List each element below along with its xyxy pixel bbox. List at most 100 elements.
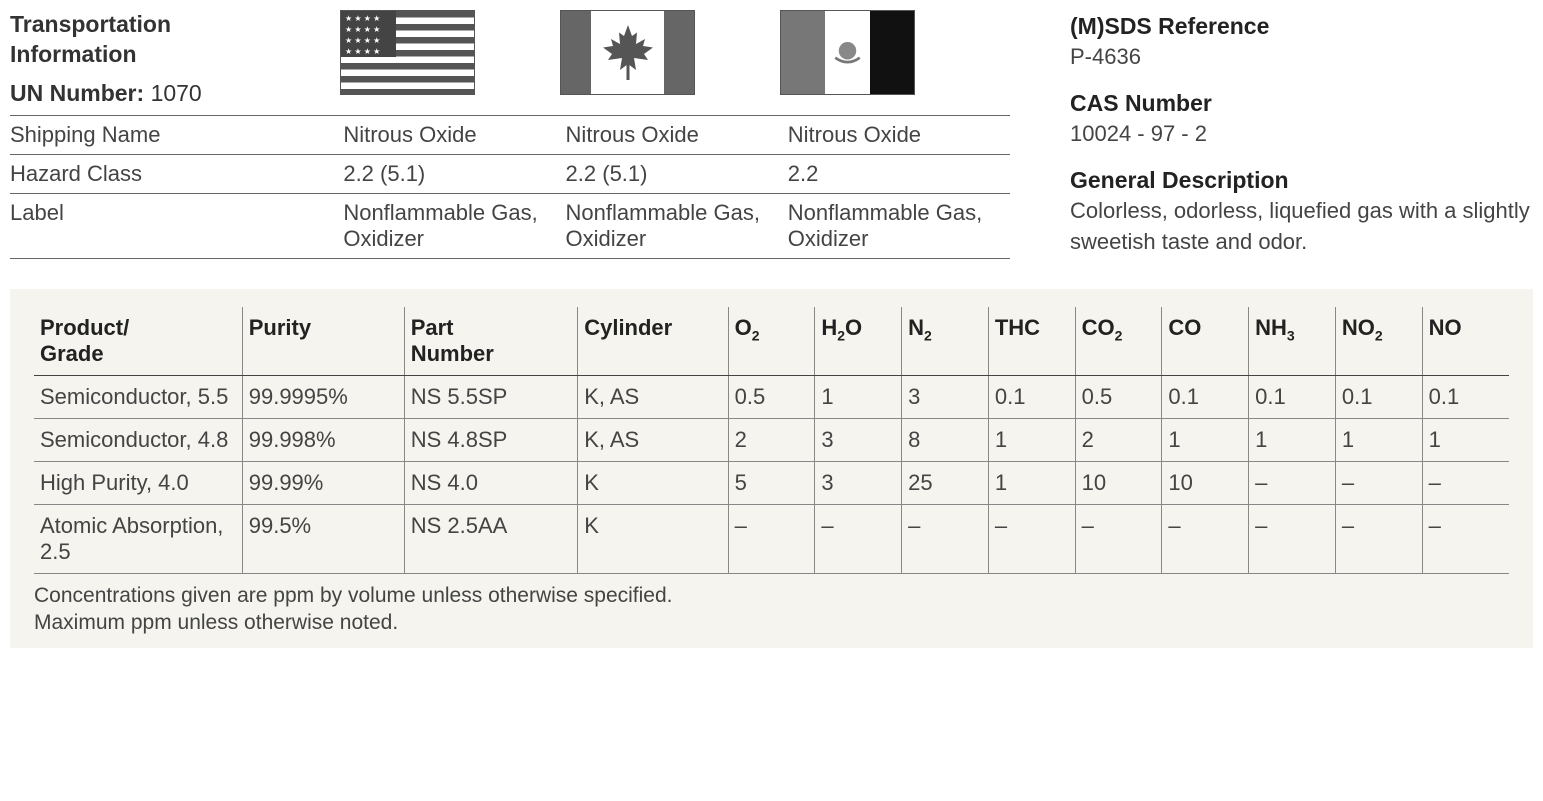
product-table-section: Product/GradePurityPartNumberCylinderO2H… — [10, 289, 1533, 649]
product-cell: High Purity, 4.0 — [34, 461, 242, 504]
footnote-2: Maximum ppm unless otherwise noted. — [34, 609, 1509, 636]
product-cell: K, AS — [578, 375, 728, 418]
product-cell: NS 5.5SP — [404, 375, 578, 418]
cas-value: 10024 - 97 - 2 — [1070, 119, 1533, 150]
product-cell: 0.5 — [728, 375, 815, 418]
product-cell: 2 — [728, 418, 815, 461]
product-cell: 25 — [902, 461, 989, 504]
product-cell: NS 4.0 — [404, 461, 578, 504]
product-cell: 1 — [1422, 418, 1509, 461]
transport-table: Shipping NameNitrous OxideNitrous OxideN… — [10, 115, 1010, 259]
product-cell: K, AS — [578, 418, 728, 461]
transport-cell: Nonflammable Gas, Oxidizer — [788, 193, 1010, 258]
product-cell: 0.1 — [1335, 375, 1422, 418]
product-cell: – — [1075, 504, 1162, 573]
product-cell: – — [815, 504, 902, 573]
un-number-label: UN Number: — [10, 80, 144, 106]
product-table-head: Product/GradePurityPartNumberCylinderO2H… — [34, 307, 1509, 376]
product-cell: 3 — [815, 461, 902, 504]
transport-cell: Nitrous Oxide — [343, 115, 565, 154]
product-row: Semiconductor, 4.899.998%NS 4.8SPK, AS23… — [34, 418, 1509, 461]
transport-table-body: Shipping NameNitrous OxideNitrous OxideN… — [10, 115, 1010, 258]
product-row: Semiconductor, 5.599.9995%NS 5.5SPK, AS0… — [34, 375, 1509, 418]
product-cell: Semiconductor, 4.8 — [34, 418, 242, 461]
product-cell: 1 — [1335, 418, 1422, 461]
product-column-header: H2O — [815, 307, 902, 376]
transport-title-block: Transportation Information UN Number: 10… — [10, 10, 340, 107]
product-cell: 0.1 — [1249, 375, 1336, 418]
flag-col-ca — [560, 10, 780, 95]
product-cell: 99.99% — [242, 461, 404, 504]
product-cell: 0.5 — [1075, 375, 1162, 418]
product-cell: 10 — [1075, 461, 1162, 504]
desc-heading: General Description — [1070, 164, 1533, 196]
transport-header: Transportation Information UN Number: 10… — [10, 10, 1010, 107]
maple-leaf-icon — [603, 25, 653, 80]
product-cell: K — [578, 461, 728, 504]
footnotes: Concentrations given are ppm by volume u… — [34, 582, 1509, 637]
product-column-header: Product/Grade — [34, 307, 242, 376]
product-table-body: Semiconductor, 5.599.9995%NS 5.5SPK, AS0… — [34, 375, 1509, 573]
product-cell: 1 — [988, 461, 1075, 504]
product-column-header: NH3 — [1249, 307, 1336, 376]
product-cell: 5 — [728, 461, 815, 504]
transport-row: Shipping NameNitrous OxideNitrous OxideN… — [10, 115, 1010, 154]
product-cell: – — [1249, 504, 1336, 573]
transport-title-line1: Transportation — [10, 11, 171, 37]
product-cell: – — [1249, 461, 1336, 504]
product-cell: – — [988, 504, 1075, 573]
product-cell: 3 — [902, 375, 989, 418]
product-cell: 3 — [815, 418, 902, 461]
transport-cell: 2.2 (5.1) — [343, 154, 565, 193]
transport-cell: Nonflammable Gas, Oxidizer — [566, 193, 788, 258]
transport-cell: 2.2 — [788, 154, 1010, 193]
product-cell: 10 — [1162, 461, 1249, 504]
product-column-header: Purity — [242, 307, 404, 376]
footnote-1: Concentrations given are ppm by volume u… — [34, 582, 1509, 609]
product-cell: 0.1 — [1422, 375, 1509, 418]
product-row: Atomic Absorption, 2.599.5%NS 2.5AAK––––… — [34, 504, 1509, 573]
product-cell: 1 — [815, 375, 902, 418]
product-cell: K — [578, 504, 728, 573]
product-cell: 99.9995% — [242, 375, 404, 418]
product-cell: 99.5% — [242, 504, 404, 573]
product-cell: 1 — [1162, 418, 1249, 461]
transport-title-line2: Information — [10, 41, 137, 67]
product-table-header-row: Product/GradePurityPartNumberCylinderO2H… — [34, 307, 1509, 376]
transport-cell: Nonflammable Gas, Oxidizer — [343, 193, 565, 258]
product-cell: Atomic Absorption, 2.5 — [34, 504, 242, 573]
product-table: Product/GradePurityPartNumberCylinderO2H… — [34, 307, 1509, 574]
product-column-header: THC — [988, 307, 1075, 376]
product-column-header: CO2 — [1075, 307, 1162, 376]
product-cell: 99.998% — [242, 418, 404, 461]
top-section: Transportation Information UN Number: 10… — [10, 10, 1533, 259]
us-flag-icon — [340, 10, 475, 95]
product-cell: 0.1 — [988, 375, 1075, 418]
transport-row-label: Shipping Name — [10, 115, 343, 154]
product-column-header: PartNumber — [404, 307, 578, 376]
canada-flag-icon — [560, 10, 695, 95]
transport-cell: Nitrous Oxide — [566, 115, 788, 154]
product-cell: NS 4.8SP — [404, 418, 578, 461]
transport-cell: 2.2 (5.1) — [566, 154, 788, 193]
transport-title: Transportation Information — [10, 10, 340, 70]
product-cell: 1 — [988, 418, 1075, 461]
product-cell: 8 — [902, 418, 989, 461]
product-column-header: O2 — [728, 307, 815, 376]
product-cell: – — [728, 504, 815, 573]
mexico-flag-icon — [780, 10, 915, 95]
product-cell: – — [1335, 461, 1422, 504]
transport-row: Hazard Class2.2 (5.1)2.2 (5.1)2.2 — [10, 154, 1010, 193]
desc-value: Colorless, odorless, liquefied gas with … — [1070, 196, 1533, 258]
transport-row-label: Hazard Class — [10, 154, 343, 193]
product-cell: 1 — [1249, 418, 1336, 461]
product-cell: – — [1422, 504, 1509, 573]
product-cell: Semiconductor, 5.5 — [34, 375, 242, 418]
product-column-header: Cylinder — [578, 307, 728, 376]
transport-cell: Nitrous Oxide — [788, 115, 1010, 154]
un-number-value: 1070 — [151, 80, 202, 106]
transport-row: LabelNonflammable Gas, OxidizerNonflamma… — [10, 193, 1010, 258]
product-cell: 0.1 — [1162, 375, 1249, 418]
product-cell: NS 2.5AA — [404, 504, 578, 573]
msds-value: P-4636 — [1070, 42, 1533, 73]
